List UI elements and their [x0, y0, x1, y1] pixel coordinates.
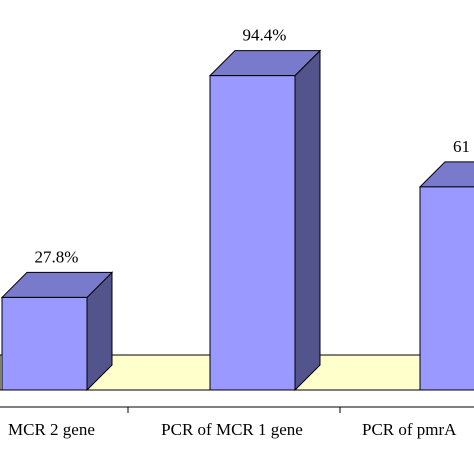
x-tick-label: PCR of MCR 1 gene — [161, 420, 303, 439]
x-tick-label: PCR of pmrA — [362, 420, 457, 439]
bar-top — [418, 161, 474, 188]
x-tick-label: MCR 2 gene — [8, 420, 95, 439]
bar-side — [294, 49, 321, 392]
value-label: 61 — [453, 137, 470, 156]
value-label: 94.4% — [243, 26, 287, 45]
bar — [209, 75, 296, 391]
bar — [1, 296, 88, 391]
value-label: 27.8% — [35, 247, 79, 266]
bar — [419, 186, 474, 391]
